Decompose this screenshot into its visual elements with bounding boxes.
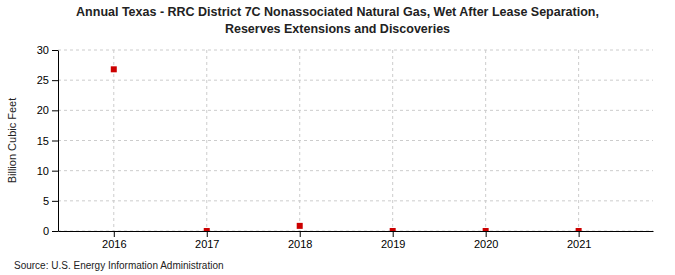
- point: [204, 228, 210, 231]
- tick-label: 15: [37, 135, 49, 147]
- tick-mark: [300, 231, 301, 237]
- tick: 2021: [567, 231, 591, 250]
- y-axis: 0 5 10 15 20 25 30: [37, 44, 59, 237]
- grid-line: [392, 50, 393, 231]
- grid-line: [485, 50, 486, 231]
- tick: 15: [37, 135, 58, 147]
- tick-mark: [52, 50, 58, 51]
- tick-mark: [52, 201, 58, 202]
- grid-line: [58, 231, 653, 232]
- tick: 2016: [102, 231, 126, 250]
- tick: 2020: [474, 231, 498, 250]
- tick-mark: [52, 141, 58, 142]
- tick-mark: [207, 231, 208, 237]
- grid-line: [299, 50, 300, 231]
- point: [483, 228, 489, 231]
- grid: [58, 50, 653, 231]
- tick-mark: [52, 110, 58, 111]
- tick: 0: [43, 225, 58, 237]
- subtitle: Reserves Extensions and Discoveries: [225, 22, 450, 36]
- title: Annual Texas - RRC District 7C Nonassoci…: [76, 5, 599, 19]
- axis-line: [59, 231, 654, 232]
- tick-label: 2021: [567, 238, 591, 250]
- tick-mark: [52, 80, 58, 81]
- tick-label: 20: [37, 104, 49, 116]
- tick-label: 0: [43, 225, 49, 237]
- tick: 30: [37, 44, 58, 56]
- grid-line: [113, 50, 114, 231]
- tick-label: 10: [37, 165, 49, 177]
- grid-line: [206, 50, 207, 231]
- tick: 2018: [288, 231, 312, 250]
- grid-line: [58, 80, 653, 81]
- tick-label: 2018: [288, 238, 312, 250]
- point: [576, 228, 582, 231]
- grid-line: [58, 140, 653, 141]
- tick: 2017: [195, 231, 219, 250]
- tick-mark: [114, 231, 115, 237]
- grid-line: [578, 50, 579, 231]
- grid-line: [58, 170, 653, 171]
- annotation: Source: U.S. Energy Information Administ…: [14, 260, 224, 271]
- axis-line: [58, 51, 59, 232]
- tick: 25: [37, 74, 58, 86]
- tick-label: 2016: [102, 238, 126, 250]
- tick-mark: [393, 231, 394, 237]
- grid-line: [58, 110, 653, 111]
- x-axis: 2016 2017 2018 2019 2020 2021: [59, 231, 654, 250]
- tick-label: 25: [37, 74, 49, 86]
- tick-mark: [52, 231, 58, 232]
- point: [111, 66, 117, 72]
- tick: 10: [37, 165, 58, 177]
- chart: Annual Texas - RRC District 7C Nonassoci…: [0, 0, 675, 275]
- tick: 5: [43, 195, 58, 207]
- tick-label: 2017: [195, 238, 219, 250]
- plot: 2016 2017 2018 2019 2020 2021 0 5 10 15 20 25 30 Bill…: [6, 44, 654, 250]
- tick: 20: [37, 104, 58, 116]
- tick-mark: [486, 231, 487, 237]
- tick: 2019: [381, 231, 405, 250]
- point: [390, 228, 396, 231]
- point: [297, 223, 303, 229]
- points: [111, 66, 582, 231]
- grid-line: [58, 50, 653, 51]
- y-axis-label: Billion Cubic Feet: [6, 98, 18, 184]
- tick-mark: [579, 231, 580, 237]
- grid-line: [58, 200, 653, 201]
- tick-label: 5: [43, 195, 49, 207]
- tick-mark: [52, 171, 58, 172]
- tick-label: 2020: [474, 238, 498, 250]
- tick-label: 30: [37, 44, 49, 56]
- tick-label: 2019: [381, 238, 405, 250]
